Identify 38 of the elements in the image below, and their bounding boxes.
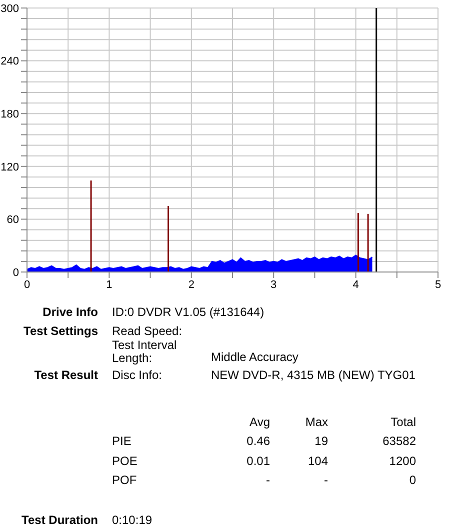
x-tick-label: 3 [270, 278, 277, 291]
text: 0.01 [246, 454, 270, 468]
y-tick-label: 180 [0, 108, 19, 121]
text: - [324, 473, 328, 487]
y-tick-label: 60 [6, 214, 19, 226]
text: 19 [314, 434, 328, 448]
text: ID:0 DVDR V1.05 (#131644) [112, 305, 264, 319]
y-tick-label: 240 [0, 56, 19, 68]
y-tick-label: 300 [0, 2, 19, 15]
text: 104 [308, 454, 328, 468]
text: POE [112, 454, 138, 468]
x-tick-label: 2 [188, 278, 194, 291]
text: 0:10:19 [112, 513, 152, 527]
x-tick-label: 1 [106, 278, 112, 291]
x-tick-label: 4 [352, 278, 359, 291]
text: 0.46 [246, 434, 270, 448]
text: Drive Info [42, 305, 98, 319]
text: Test Interval Length: [112, 338, 178, 365]
text: 1200 [389, 454, 416, 468]
text: 63582 [382, 434, 416, 448]
x-tick-label: 5 [434, 278, 442, 291]
text: Avg [250, 415, 270, 429]
y-tick-label: 0 [12, 266, 19, 279]
x-tick-label: 0 [24, 278, 30, 291]
text: Max [305, 415, 328, 429]
text: NEW DVD-R, 4315 MB (NEW) TYG01 [211, 368, 416, 382]
text: POF [112, 473, 137, 487]
text: Test Duration [22, 513, 98, 527]
y-tick-label: 120 [0, 161, 19, 174]
text: Test Result [34, 368, 98, 382]
text: Read Speed: [112, 324, 182, 338]
text: Total [390, 415, 416, 429]
text: Disc Info: [112, 368, 162, 382]
text: - [266, 473, 270, 487]
text: 0 [409, 473, 416, 487]
text: PIE [112, 434, 132, 448]
text: Middle Accuracy [211, 350, 298, 364]
text: Test Settings [24, 324, 98, 338]
